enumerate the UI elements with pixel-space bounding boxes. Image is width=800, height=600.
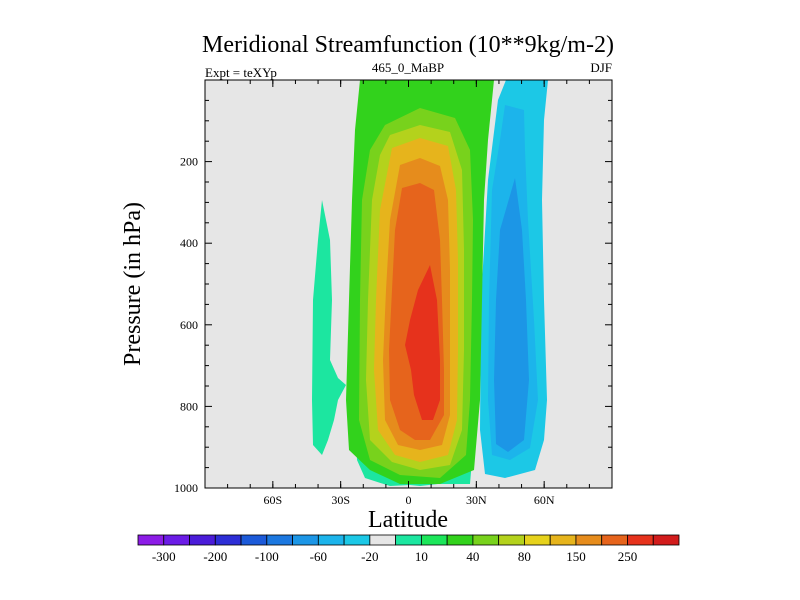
colorbar-swatch [266,534,293,546]
colorbar-swatch [240,534,268,546]
colorbar-swatch [601,534,628,546]
colorbar-label: 10 [415,549,428,564]
colorbar-swatch [395,534,422,546]
colorbar-label: 250 [618,549,638,564]
right-string: DJF [590,60,612,75]
colorbar-swatch [420,534,448,546]
colorbar-swatch [575,534,603,546]
colorbar-label: -60 [310,549,327,564]
y-tick-label: 400 [180,236,198,250]
colorbar-swatch [343,534,371,546]
x-tick-label: 0 [406,493,412,507]
colorbar-swatch [627,534,654,546]
x-tick-label: 30N [466,493,487,507]
colorbar-swatch [446,534,474,546]
chart-title: Meridional Streamfunction (10**9kg/m-2) [202,32,614,58]
y-tick-label: 1000 [174,481,198,495]
y-tick-label: 600 [180,318,198,332]
left-string: Expt = teXYp [205,65,277,80]
center-string: 465_0_MaBP [372,60,444,75]
x-tick-label: 60N [534,493,555,507]
colorbar-swatch [498,534,525,546]
colorbar-label: 40 [466,549,479,564]
x-tick-label: 60S [263,493,282,507]
contour-negative-60 [494,178,529,452]
colorbar-swatch [369,534,397,546]
x-axis-label: Latitude [368,507,448,533]
colorbar-swatch [549,534,577,546]
y-axis-label: Pressure (in hPa) [120,202,146,366]
y-axis: 200 400 600 800 1000 [174,99,612,495]
contour-southern-cell [312,200,346,455]
colorbar-label: -100 [255,549,279,564]
filled-contours [312,80,548,486]
colorbar-label: 150 [566,549,586,564]
y-tick-label: 200 [180,155,198,169]
colorbar-label: -200 [203,549,227,564]
colorbar-label: -20 [361,549,378,564]
colorbar-swatch [137,534,165,546]
colorbar-label: 80 [518,549,531,564]
colorbar-label: -300 [152,549,176,564]
colorbar-swatch [317,534,345,546]
colorbar-swatch [472,534,500,546]
colorbar-swatch [292,534,319,546]
contour-positive-max [405,265,440,420]
colorbar-swatch [214,534,242,546]
x-axis: 60S 30S 0 30N 60N [227,80,590,507]
y-tick-label: 800 [180,399,198,413]
x-tick-label: 30S [331,493,350,507]
colorbar-swatch [163,534,190,546]
colorbar-swatch [652,534,680,546]
colorbar-swatch [189,534,216,546]
colorbar-swatch [524,534,551,546]
colorbar: -300 -200 -100 -60 -20 10 40 80 150 250 [137,534,680,564]
